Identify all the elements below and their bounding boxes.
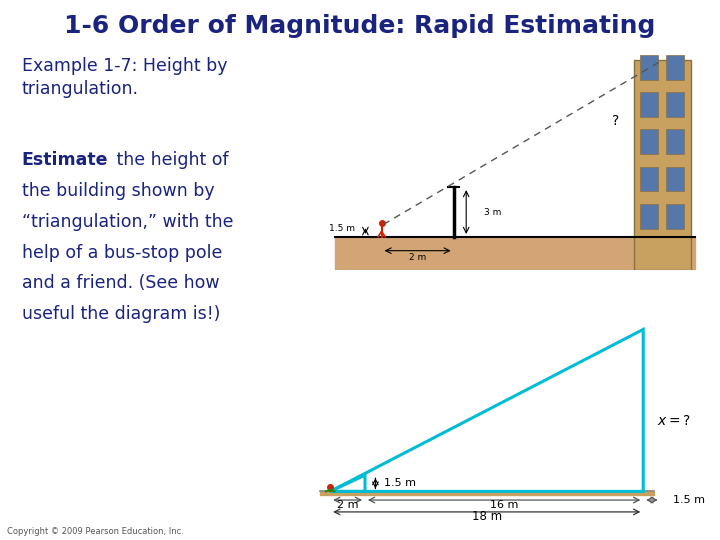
Text: 18 m: 18 m xyxy=(472,510,502,523)
Bar xyxy=(666,166,684,191)
Bar xyxy=(666,129,684,154)
Text: the height of: the height of xyxy=(111,151,229,169)
Bar xyxy=(666,204,684,228)
Text: 1.5 m: 1.5 m xyxy=(384,478,416,488)
Text: 3 m: 3 m xyxy=(484,207,502,217)
Text: 2 m: 2 m xyxy=(337,500,359,510)
Text: 2 m: 2 m xyxy=(409,253,426,262)
Text: and a friend. (See how: and a friend. (See how xyxy=(22,274,219,292)
Text: 16 m: 16 m xyxy=(490,500,518,510)
Text: useful the diagram is!): useful the diagram is!) xyxy=(22,305,220,323)
Text: Example 1-7: Height by
triangulation.: Example 1-7: Height by triangulation. xyxy=(22,57,227,98)
Bar xyxy=(640,55,658,79)
Bar xyxy=(640,129,658,154)
Text: $x = ?$: $x = ?$ xyxy=(657,414,691,428)
Bar xyxy=(634,60,691,270)
Text: “triangulation,” with the: “triangulation,” with the xyxy=(22,213,233,231)
Bar xyxy=(320,491,654,495)
Text: the building shown by: the building shown by xyxy=(22,182,215,200)
Text: 1.5 m: 1.5 m xyxy=(672,495,705,505)
Bar xyxy=(640,166,658,191)
Bar xyxy=(335,237,695,270)
Text: help of a bus-stop pole: help of a bus-stop pole xyxy=(22,244,222,261)
Bar xyxy=(640,92,658,117)
Text: ?: ? xyxy=(612,114,619,128)
Bar xyxy=(640,204,658,228)
Bar xyxy=(666,55,684,79)
Text: Estimate: Estimate xyxy=(22,151,108,169)
Text: 1.5 m: 1.5 m xyxy=(329,224,355,233)
Text: Copyright © 2009 Pearson Education, Inc.: Copyright © 2009 Pearson Education, Inc. xyxy=(7,526,184,536)
Bar xyxy=(666,92,684,117)
Text: 1-6 Order of Magnitude: Rapid Estimating: 1-6 Order of Magnitude: Rapid Estimating xyxy=(64,14,656,37)
